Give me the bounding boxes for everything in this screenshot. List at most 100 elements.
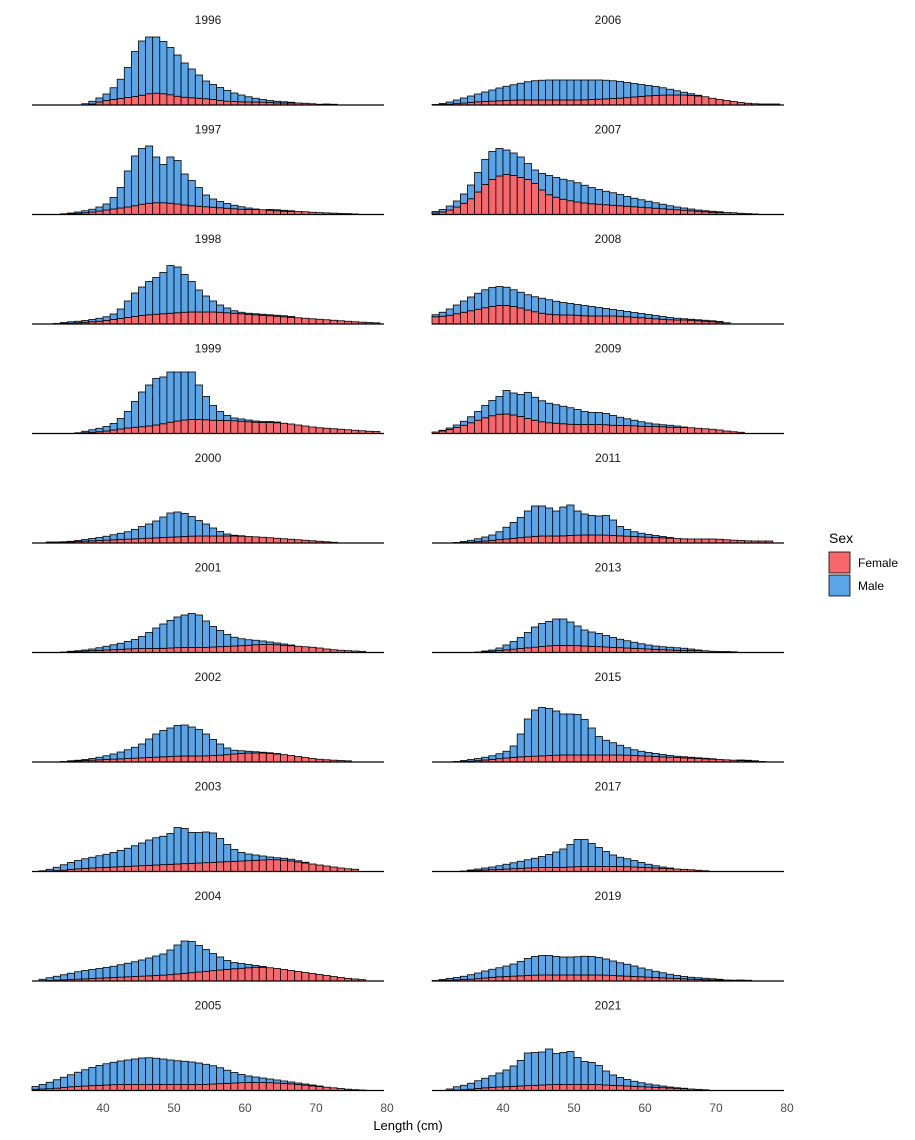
bar-male xyxy=(495,531,504,541)
bar-female xyxy=(523,309,532,325)
bar-male xyxy=(559,956,568,976)
bar-female xyxy=(538,535,546,544)
bar-male xyxy=(467,184,475,200)
bar-female xyxy=(658,756,667,763)
bar-male xyxy=(52,975,61,981)
bar-male xyxy=(658,424,667,428)
bar-male xyxy=(60,322,68,324)
bar-female xyxy=(495,305,504,325)
bar-female xyxy=(138,426,146,434)
bar-male xyxy=(637,532,646,538)
bar-male xyxy=(623,418,632,426)
bar-female xyxy=(237,860,246,872)
bar-female xyxy=(680,538,688,544)
bar-female xyxy=(265,1082,274,1091)
panel-title-1999: 1999 xyxy=(195,342,222,356)
bar-male xyxy=(138,842,146,867)
bar-female xyxy=(467,310,475,325)
bar-female xyxy=(173,863,182,872)
bar-female xyxy=(130,538,139,544)
bar-female xyxy=(552,99,561,106)
bar-male xyxy=(258,421,267,423)
bar-male xyxy=(609,637,617,648)
bar-male xyxy=(237,311,246,315)
bar-male xyxy=(152,627,161,649)
bar-female xyxy=(701,428,710,434)
bar-female xyxy=(523,99,532,106)
bar-female xyxy=(88,1085,97,1091)
bar-female xyxy=(244,752,253,763)
bar-female xyxy=(673,209,681,215)
bar-male xyxy=(237,750,246,754)
bar-male xyxy=(609,309,617,317)
bar-female xyxy=(687,94,696,106)
panel-2006: 2006 xyxy=(431,13,784,106)
bar-male xyxy=(573,714,582,756)
bar-female xyxy=(630,647,639,653)
bar-male xyxy=(187,371,196,420)
legend-label-male: Male xyxy=(858,579,884,593)
bar-male xyxy=(130,1058,139,1085)
bar-female xyxy=(587,315,596,325)
bar-male xyxy=(109,965,118,978)
bar-male xyxy=(180,828,189,865)
bar-female xyxy=(459,424,468,434)
bar-male xyxy=(173,54,182,97)
bar-male xyxy=(616,416,625,426)
bar-female xyxy=(216,311,225,325)
bar-male xyxy=(223,634,232,647)
bar-female xyxy=(272,422,281,434)
bar-female xyxy=(95,1084,104,1091)
bar-female xyxy=(502,305,511,325)
bar-female xyxy=(315,647,324,653)
panel-1999: 1999 xyxy=(32,342,384,435)
bar-female xyxy=(630,536,639,544)
bar-female xyxy=(602,1084,610,1091)
bar-female xyxy=(265,209,274,215)
bar-male xyxy=(265,100,274,103)
bar-female xyxy=(102,100,111,106)
bar-male xyxy=(637,967,646,978)
bar-female xyxy=(102,866,111,872)
bar-female xyxy=(545,99,554,106)
bar-male xyxy=(452,977,461,981)
bar-female xyxy=(265,967,274,982)
bar-male xyxy=(673,206,681,211)
bar-male xyxy=(644,422,653,427)
bar-male xyxy=(194,187,203,207)
bar-female xyxy=(109,1084,118,1091)
bar-male xyxy=(230,204,239,210)
bar-male xyxy=(431,314,440,318)
bar-male xyxy=(223,747,232,756)
bar-male xyxy=(630,965,639,977)
bar-male xyxy=(60,974,68,981)
bar-male xyxy=(159,835,168,866)
bar-male xyxy=(280,643,288,646)
bar-female xyxy=(474,191,483,215)
bar-male xyxy=(467,869,475,872)
bar-female xyxy=(580,534,589,544)
bar-female xyxy=(602,754,610,763)
bar-male xyxy=(209,84,217,100)
panel-2015: 2015 xyxy=(432,670,784,763)
bar-female xyxy=(130,1084,139,1091)
bar-male xyxy=(545,175,554,196)
bar-male xyxy=(251,1076,260,1083)
bar-female xyxy=(566,200,575,215)
bar-male xyxy=(545,507,554,537)
bar-female xyxy=(287,755,296,763)
bar-female xyxy=(587,645,596,653)
bar-female xyxy=(637,976,646,982)
bar-female xyxy=(658,426,667,434)
bar-male xyxy=(265,421,274,423)
bar-male xyxy=(687,93,696,96)
x-tick-label: 40 xyxy=(96,1101,110,1115)
bar-male xyxy=(159,953,168,976)
bar-male xyxy=(173,160,182,205)
bar-male xyxy=(488,89,497,102)
bar-male xyxy=(488,534,497,541)
bar-male xyxy=(502,863,511,870)
bar-male xyxy=(658,1085,667,1089)
bar-female xyxy=(237,208,246,215)
bar-female xyxy=(230,968,239,982)
